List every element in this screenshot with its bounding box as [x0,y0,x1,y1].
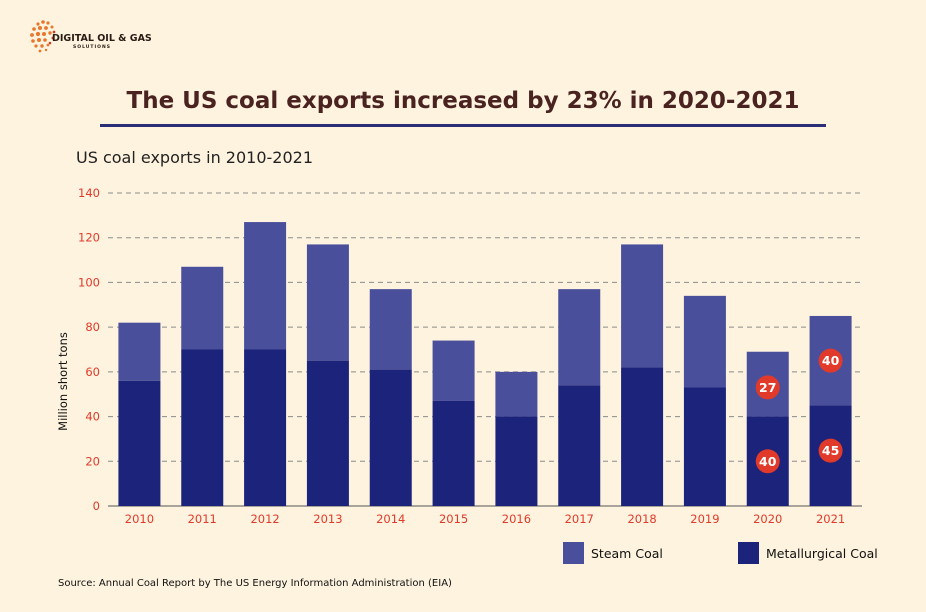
bar-steam-2014 [369,289,412,370]
bar-metallurgical-2015 [432,400,475,506]
legend-swatch-steam [563,542,584,564]
x-tick-label: 2010 [125,512,154,526]
x-tick-label: 2015 [439,512,468,526]
x-tick-label: 2013 [313,512,342,526]
legend-swatch-metallurgical [738,542,759,564]
data-label: 40 [822,353,840,368]
bar-steam-2013 [306,244,349,361]
legend-label-steam: Steam Coal [591,545,663,561]
source-note: Source: Annual Coal Report by The US Ene… [58,578,452,589]
x-tick-label: 2011 [188,512,217,526]
bar-steam-2010 [118,322,161,381]
y-tick-label: 0 [93,499,100,513]
data-label: 40 [759,454,777,469]
y-tick-label: 60 [85,365,100,379]
x-tick-label: 2014 [376,512,405,526]
y-tick-label: 120 [78,231,100,245]
headline: The US coal exports increased by 23% in … [126,88,800,114]
bar-metallurgical-2019 [683,387,726,506]
x-tick-label: 2016 [502,512,531,526]
x-tick-label: 2018 [627,512,656,526]
bar-metallurgical-2013 [306,360,349,506]
x-tick-label: 2017 [565,512,594,526]
bar-metallurgical-2018 [621,367,664,506]
x-tick-label: 2020 [753,512,782,526]
bar-metallurgical-2011 [181,349,224,506]
x-tick-label: 2021 [816,512,845,526]
y-tick-label: 100 [78,275,100,289]
bar-steam-2015 [432,340,475,401]
headline-underline [100,124,826,127]
logo-wordmark: DIGITAL OIL & GAS [52,33,152,44]
y-tick-label: 80 [85,320,100,334]
y-axis-label: Million short tons [56,332,70,431]
x-tick-label: 2019 [690,512,719,526]
bar-metallurgical-2012 [244,349,287,506]
y-tick-label: 140 [78,186,100,200]
chart-title: US coal exports in 2010-2021 [76,148,314,167]
digital-oil-gas-logo [30,20,56,53]
bar-metallurgical-2016 [495,416,538,506]
bar-steam-2018 [621,244,664,368]
data-label-badge [755,449,780,474]
bar-steam-2012 [244,222,287,350]
logo-subtitle: SOLUTIONS [73,45,112,50]
data-label-badge [818,348,843,373]
data-label: 45 [822,443,839,458]
bar-steam-2011 [181,266,224,350]
data-label-badge [818,438,843,463]
bar-steam-2016 [495,371,538,417]
data-label: 27 [759,380,776,395]
bar-steam-2019 [683,295,726,388]
bar-metallurgical-2014 [369,369,412,506]
legend-item-steam: Steam Coal [563,541,663,565]
x-tick-label: 2012 [250,512,279,526]
bar-metallurgical-2010 [118,380,161,506]
legend-label-metallurgical: Metallurgical Coal [766,545,878,561]
y-tick-label: 20 [85,454,100,468]
bar-steam-2017 [558,289,601,386]
data-label-badge [755,375,780,400]
legend-item-metallurgical: Metallurgical Coal [738,541,878,565]
y-tick-label: 40 [85,410,100,424]
bar-metallurgical-2017 [558,385,601,506]
